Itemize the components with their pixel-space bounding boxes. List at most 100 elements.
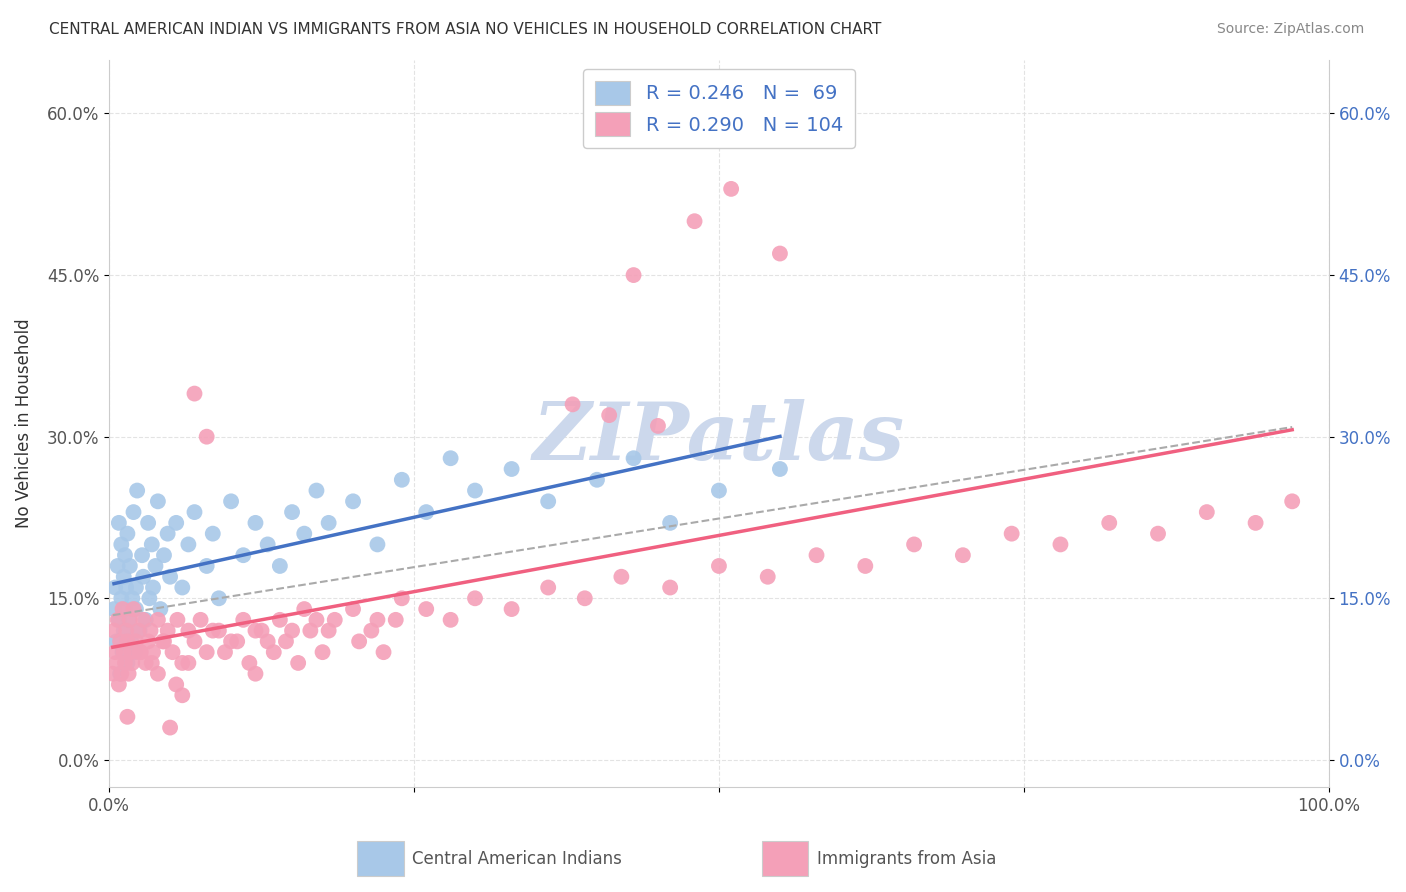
Point: [219, 494, 242, 508]
Point: [124, 645, 146, 659]
Point: [107, 613, 129, 627]
Point: [118, 558, 141, 573]
FancyBboxPatch shape: [762, 841, 808, 876]
Point: [120, 634, 142, 648]
Point: [110, 537, 132, 551]
Point: [1098, 516, 1121, 530]
Point: [318, 516, 340, 530]
Text: CENTRAL AMERICAN INDIAN VS IMMIGRANTS FROM ASIA NO VEHICLES IN HOUSEHOLD CORRELA: CENTRAL AMERICAN INDIAN VS IMMIGRANTS FR…: [49, 22, 882, 37]
Point: [256, 537, 278, 551]
Point: [226, 634, 249, 648]
Point: [707, 483, 730, 498]
Point: [125, 602, 148, 616]
Point: [1049, 537, 1071, 551]
Point: [141, 656, 163, 670]
Point: [299, 624, 322, 638]
Point: [159, 721, 181, 735]
Point: [110, 591, 132, 606]
Point: [103, 602, 125, 616]
Point: [366, 537, 388, 551]
Point: [415, 505, 437, 519]
Text: Central American Indians: Central American Indians: [412, 849, 621, 868]
Point: [162, 645, 184, 659]
Point: [117, 526, 139, 541]
FancyBboxPatch shape: [357, 841, 404, 876]
Point: [142, 645, 165, 659]
Point: [219, 634, 242, 648]
Point: [707, 558, 730, 573]
Point: [269, 558, 291, 573]
Point: [131, 548, 153, 562]
Point: [1195, 505, 1218, 519]
Point: [165, 677, 187, 691]
Point: [177, 537, 200, 551]
Point: [145, 558, 167, 573]
Point: [149, 602, 172, 616]
Point: [232, 613, 254, 627]
Point: [103, 624, 125, 638]
Point: [166, 613, 188, 627]
Point: [114, 656, 136, 670]
Point: [135, 656, 157, 670]
Point: [311, 645, 333, 659]
Point: [391, 591, 413, 606]
Point: [464, 483, 486, 498]
Point: [108, 613, 131, 627]
Point: [152, 634, 174, 648]
Point: [165, 516, 187, 530]
Point: [360, 624, 382, 638]
Point: [281, 505, 304, 519]
Point: [903, 537, 925, 551]
Point: [115, 581, 138, 595]
Point: [439, 451, 461, 466]
Point: [132, 613, 155, 627]
Point: [121, 591, 143, 606]
Point: [112, 645, 135, 659]
Point: [172, 688, 194, 702]
Point: [208, 624, 231, 638]
Point: [132, 570, 155, 584]
Point: [201, 624, 224, 638]
Point: [177, 656, 200, 670]
Point: [952, 548, 974, 562]
Point: [415, 602, 437, 616]
Point: [195, 558, 218, 573]
Point: [647, 418, 669, 433]
Point: [117, 710, 139, 724]
Point: [107, 558, 129, 573]
Point: [281, 624, 304, 638]
Point: [683, 214, 706, 228]
Point: [146, 494, 169, 508]
Point: [292, 602, 315, 616]
Point: [125, 634, 148, 648]
Point: [153, 634, 176, 648]
Point: [263, 645, 285, 659]
Point: [183, 634, 205, 648]
Point: [139, 624, 162, 638]
Point: [105, 656, 128, 670]
Point: [117, 666, 139, 681]
Point: [232, 548, 254, 562]
Point: [104, 645, 127, 659]
Point: [142, 581, 165, 595]
Point: [574, 591, 596, 606]
Point: [439, 613, 461, 627]
Point: [323, 613, 346, 627]
Point: [391, 473, 413, 487]
Point: [287, 656, 309, 670]
Point: [501, 462, 523, 476]
Point: [136, 516, 159, 530]
Point: [114, 548, 136, 562]
Point: [366, 613, 388, 627]
Point: [117, 613, 139, 627]
Point: [129, 645, 152, 659]
Point: [305, 613, 328, 627]
Point: [347, 634, 370, 648]
Point: [112, 624, 135, 638]
Point: [561, 397, 583, 411]
Point: [269, 613, 291, 627]
Point: [122, 505, 145, 519]
Point: [108, 666, 131, 681]
Point: [111, 645, 134, 659]
Point: [659, 516, 682, 530]
